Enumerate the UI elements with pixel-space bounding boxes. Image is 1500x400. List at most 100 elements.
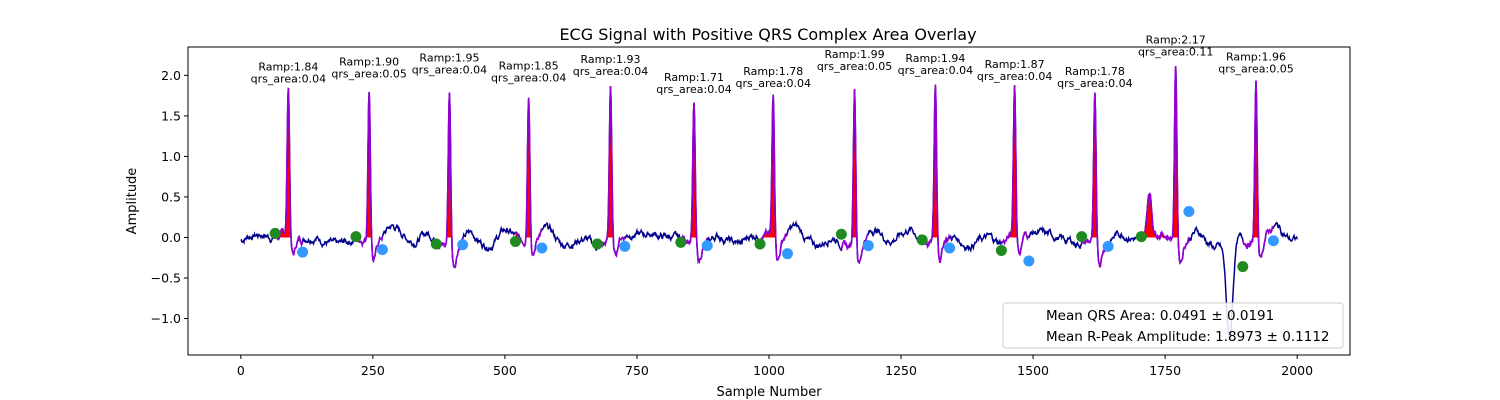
qrs-offset-marker-8 [862,240,874,252]
r-amplitude-label-7: Ramp:1.78 [743,65,803,78]
qrs-offset-marker-1 [297,246,309,258]
y-tick-label-0: 0.0 [161,230,181,245]
qrs-area-fill-4 [515,97,536,238]
x-axis-label: Sample Number [716,385,822,400]
x-tick-label-0: 0 [237,363,245,378]
r-amplitude-label-9: Ramp:1.94 [905,52,965,65]
r-amplitude-label-10: Ramp:1.87 [985,58,1045,71]
r-amplitude-label-4: Ramp:1.85 [499,60,559,73]
qrs-offset-marker-5 [619,240,631,252]
chart-title: ECG Signal with Positive QRS Complex Are… [559,25,976,44]
x-tick-label-1750: 1750 [1149,363,1181,378]
qrs-area-fill-9 [922,84,942,238]
x-tick-label-250: 250 [361,363,385,378]
qrs-area-fill-1 [275,87,295,238]
r-amplitude-label-2: Ramp:1.90 [339,55,399,68]
qrs-onset-marker-4 [509,236,521,248]
r-amplitude-label-1: Ramp:1.84 [258,60,318,73]
x-tick-label-1250: 1250 [885,363,917,378]
qrs-offset-marker-4 [536,242,548,254]
x-tick-label-1500: 1500 [1017,363,1049,378]
qrs-onset-marker-9 [916,234,928,246]
qrs-area-label-2: qrs_area:0.05 [331,67,406,80]
legend-entry-mean-qrs-area: Mean QRS Area: 0.0491 ± 0.0191 [1046,308,1274,324]
r-amplitude-label-6: Ramp:1.71 [664,71,724,84]
qrs-segment-13 [1241,80,1274,258]
plot-area: Ramp:1.84qrs_area:0.04Ramp:1.90qrs_area:… [240,34,1298,342]
y-axis: −1.0 −0.5 0.0 0.5 1.0 1.5 2.0 [151,68,188,326]
qrs-area-fill-7 [760,94,780,238]
qrs-onset-marker-3 [430,238,442,250]
legend-entry-mean-r-peak-amplitude: Mean R-Peak Amplitude: 1.8973 ± 0.1112 [1046,329,1330,345]
qrs-onset-marker-13 [1237,261,1249,273]
qrs-offset-marker-13 [1267,235,1279,247]
y-tick-label-1.5: 1.5 [161,108,181,123]
y-tick-label-2: 2.0 [161,68,181,83]
qrs-offset-marker-7 [781,248,793,260]
qrs-area-label-11: qrs_area:0.04 [1057,77,1132,90]
qrs-area-label-4: qrs_area:0.04 [491,72,566,85]
qrs-onset-marker-6 [675,236,687,248]
x-tick-label-1000: 1000 [753,363,785,378]
qrs-area-label-10: qrs_area:0.04 [977,70,1052,83]
qrs-area-label-12: qrs_area:0.11 [1138,46,1213,59]
r-amplitude-label-11: Ramp:1.78 [1065,65,1125,78]
r-amplitude-label-12: Ramp:2.17 [1146,34,1206,47]
x-axis: 0 250 500 750 1000 1250 1500 1750 2000 [237,355,1313,378]
qrs-segment-10 [1000,85,1030,257]
qrs-onset-marker-5 [591,238,603,250]
qrs-area-label-8: qrs_area:0.05 [817,60,892,73]
qrs-area-fill-5 [597,86,617,238]
qrs-segment-7 [759,94,789,261]
x-tick-label-500: 500 [493,363,517,378]
qrs-area-label-3: qrs_area:0.04 [412,63,487,76]
qrs-area-label-1: qrs_area:0.04 [251,72,326,85]
qrs-offset-marker-9 [944,242,956,254]
qrs-segment-2 [355,91,384,264]
qrs-area-fill-8 [841,88,861,238]
y-axis-label: Amplitude [125,168,140,235]
qrs-segment-11 [1080,92,1109,268]
qrs-area-label-7: qrs_area:0.04 [735,77,810,90]
y-tick-label--1: −1.0 [151,311,181,326]
y-tick-label--0.5: −0.5 [151,271,181,286]
qrs-onset-marker-10 [995,244,1007,256]
qrs-area-fill-3 [436,92,456,238]
qrs-onset-marker-7 [754,238,766,250]
qrs-offset-marker-12 [1183,206,1195,218]
qrs-offset-marker-3 [457,239,469,251]
qrs-segment-12 [1140,66,1190,265]
y-tick-label-1: 1.0 [161,149,181,164]
qrs-area-fill-2 [355,91,376,238]
qrs-onset-marker-12 [1135,231,1147,243]
legend-box [1002,302,1344,349]
qrs-offset-marker-2 [376,244,388,256]
qrs-onset-marker-8 [835,228,847,240]
qrs-segment-9 [921,84,951,264]
qrs-offset-marker-11 [1102,240,1114,252]
qrs-area-label-9: qrs_area:0.04 [898,64,973,77]
qrs-offset-marker-6 [701,240,713,252]
qrs-onset-marker-11 [1076,231,1088,243]
y-tick-label-0.5: 0.5 [161,189,181,204]
qrs-area-label-6: qrs_area:0.04 [656,83,731,96]
legend: Mean QRS Area: 0.0491 ± 0.0191 Mean R-Pe… [1002,302,1344,349]
ecg-signal-line [240,66,1298,342]
qrs-area-fill-13 [1242,80,1263,238]
x-tick-label-750: 750 [625,363,649,378]
qrs-area-fill-10 [1001,85,1021,238]
qrs-area-fill-11 [1081,92,1102,238]
qrs-segment-4 [515,97,543,257]
r-amplitude-label-13: Ramp:1.96 [1226,51,1286,64]
r-amplitude-label-8: Ramp:1.99 [825,48,885,61]
x-tick-label-2000: 2000 [1281,363,1313,378]
qrs-area-label-13: qrs_area:0.05 [1218,63,1293,76]
qrs-onset-marker-1 [269,227,281,239]
qrs-onset-marker-2 [350,231,362,243]
r-amplitude-label-3: Ramp:1.95 [419,51,479,64]
qrs-area-label-5: qrs_area:0.04 [573,65,648,78]
qrs-offset-marker-10 [1023,255,1035,267]
r-amplitude-label-5: Ramp:1.93 [581,53,641,66]
qrs-area-fill-6 [680,102,701,238]
